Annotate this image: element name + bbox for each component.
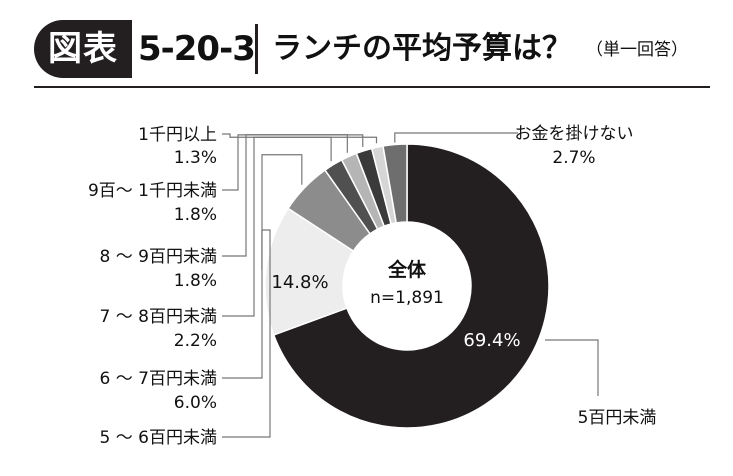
slice-value-label-4: 2.2% <box>174 331 217 351</box>
figure-number: 5-20-3 <box>138 29 256 69</box>
slice-category-label-5: 8 ～ 9百円未満 <box>100 247 217 267</box>
slice-category-label-7: 1千円以上 <box>138 125 217 145</box>
slice-value-label-8: 2.7% <box>552 148 595 168</box>
leader-line-2 <box>222 229 271 438</box>
header-divider <box>255 24 258 74</box>
slice-category-label-6: 9百～ 1千円未満 <box>88 181 217 201</box>
slice-labels: 69.4% 14.8% 1千円以上 1.3% 9百～ 1千円未満 1.8% 8 ～ 9百円未… <box>88 124 656 448</box>
leader-line-7 <box>222 133 378 144</box>
slice-value-label-2: 14.8% <box>271 272 328 293</box>
figure-badge: 図表 <box>34 20 132 78</box>
chart-title: ランチの平均予算は？ <box>272 31 572 66</box>
leader-line-6 <box>222 134 364 191</box>
leader-line-8 <box>394 132 518 143</box>
slice-category-label-8: お金を掛けない <box>515 124 634 144</box>
slice-category-label-4: 7 ～ 8百円未満 <box>100 307 217 327</box>
leader-line-5 <box>222 134 348 257</box>
slice-category-label-2: 5 ～ 6百円未満 <box>100 428 217 448</box>
donut-hole <box>343 222 471 350</box>
header-rule <box>34 86 710 88</box>
center-label: 全体 <box>387 258 427 281</box>
slice-value-label-7: 1.3% <box>174 148 217 168</box>
leader-line-4 <box>222 136 332 317</box>
slice-value-label-1: 69.4% <box>463 330 520 351</box>
slice-value-label-5: 1.8% <box>174 271 217 291</box>
answer-type-note: （単一回答） <box>586 40 688 60</box>
slice-category-label-3: 6 ～ 7百円未満 <box>100 369 217 389</box>
slice-value-label-3: 6.0% <box>174 393 217 413</box>
slice-value-label-6: 1.8% <box>174 205 217 225</box>
slice-category-label-1: 5百円未満 <box>578 408 657 428</box>
leader-line-1 <box>545 339 599 396</box>
leader-lines <box>222 132 599 438</box>
chart-header: 図表 5-20-3 ランチの平均予算は？ （単一回答） <box>0 0 733 96</box>
center-sample-size: n=1,891 <box>370 288 444 308</box>
